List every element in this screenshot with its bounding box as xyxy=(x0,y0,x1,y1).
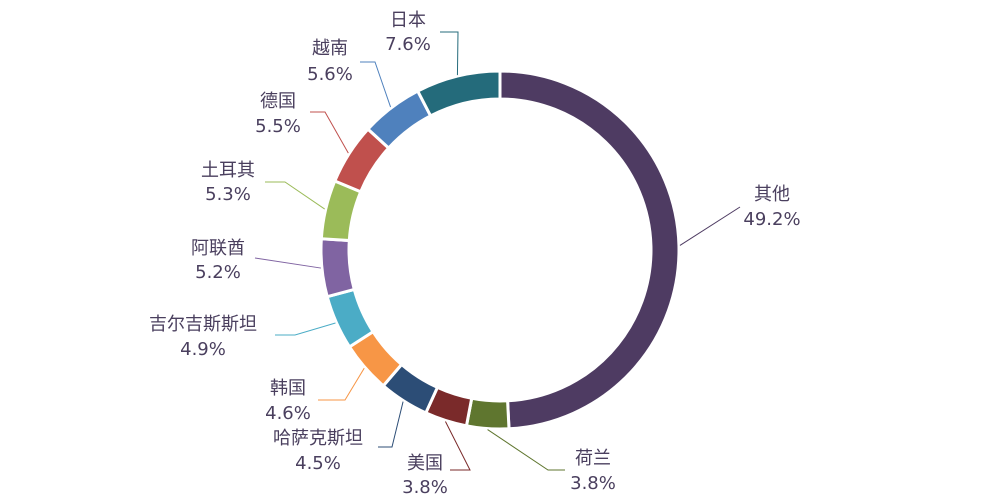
percent-label: 7.6% xyxy=(385,34,431,55)
percent-label: 3.8% xyxy=(402,477,448,498)
leader-line-8 xyxy=(310,111,349,154)
category-label: 韩国 xyxy=(270,378,306,399)
percent-label: 5.6% xyxy=(307,64,353,85)
percent-label: 3.8% xyxy=(570,473,616,494)
percent-label: 5.3% xyxy=(205,184,251,205)
category-label: 土耳其 xyxy=(201,160,255,181)
percent-label: 4.6% xyxy=(265,403,311,424)
category-label: 哈萨克斯坦 xyxy=(273,428,363,449)
donut-slice-1[interactable] xyxy=(464,396,511,431)
donut-slice-6[interactable] xyxy=(319,237,357,299)
leader-line-2 xyxy=(445,421,471,471)
leader-line-7 xyxy=(265,181,325,210)
percent-label: 4.5% xyxy=(295,453,341,474)
percent-label: 4.9% xyxy=(180,339,226,360)
leader-line-0 xyxy=(679,206,741,246)
leader-line-1 xyxy=(487,429,565,471)
category-label: 其他 xyxy=(754,184,790,205)
leader-line-10 xyxy=(440,31,459,76)
category-label: 吉尔吉斯斯坦 xyxy=(149,314,257,335)
category-label: 德国 xyxy=(260,91,296,112)
category-label: 阿联酋 xyxy=(191,238,245,259)
donut-slice-0[interactable] xyxy=(498,69,681,431)
category-label: 美国 xyxy=(407,453,443,474)
leader-line-5 xyxy=(275,322,336,336)
category-label: 日本 xyxy=(390,10,426,31)
category-label: 越南 xyxy=(312,38,348,59)
percent-label: 5.5% xyxy=(255,116,301,137)
leader-line-4 xyxy=(318,367,365,401)
percent-label: 5.2% xyxy=(195,262,241,283)
leader-line-6 xyxy=(254,257,321,269)
leader-line-9 xyxy=(360,61,392,108)
percent-label: 49.2% xyxy=(743,209,800,230)
leader-line-3 xyxy=(378,401,404,448)
category-label: 荷兰 xyxy=(575,448,611,469)
donut-slice-10[interactable] xyxy=(415,69,502,118)
